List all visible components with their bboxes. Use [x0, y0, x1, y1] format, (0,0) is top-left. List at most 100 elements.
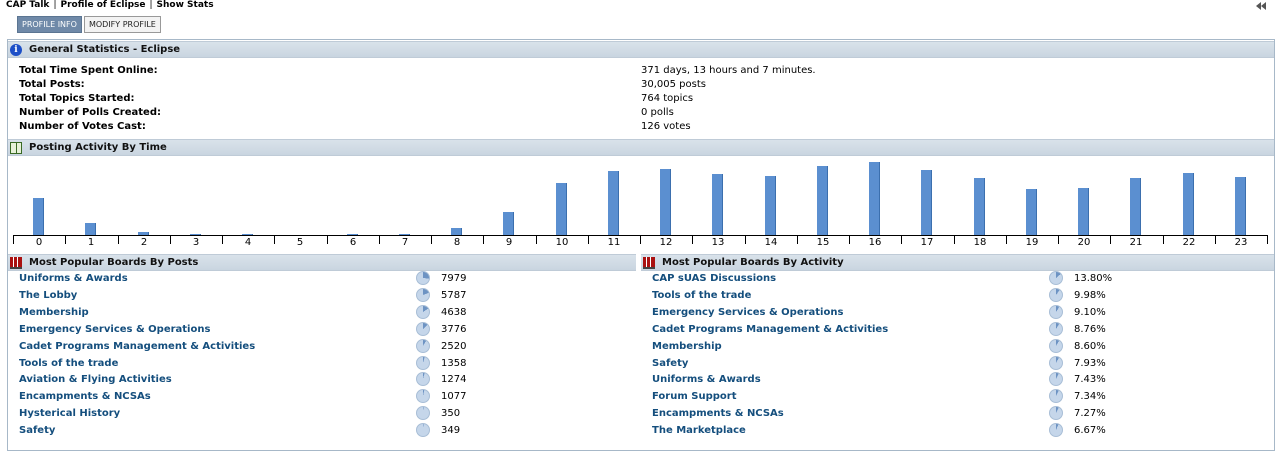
- stat-label: Total Topics Started:: [19, 93, 135, 104]
- chart-bar: [556, 183, 567, 235]
- chart-tick: [588, 235, 589, 244]
- profile-tabs: PROFILE INFO MODIFY PROFILE: [17, 16, 161, 33]
- board-value: 350: [441, 408, 461, 420]
- board-row: Cadet Programs Management & Activities 25…: [19, 338, 619, 355]
- activity-chart: 0 1 2 3 4 5 6 7 8 9 10 11 12 13 14 15 16 17 18 19 20 21 22 23: [13, 158, 1268, 250]
- tab-profile-info[interactable]: PROFILE INFO: [17, 16, 82, 33]
- chart-hour-label: 8: [453, 237, 461, 248]
- chart-bar: [608, 171, 619, 235]
- chart-hour-label: 1: [87, 237, 95, 248]
- chart-bar: [347, 234, 358, 235]
- chart-bar: [921, 170, 932, 235]
- board-value: 7.43%: [1074, 374, 1106, 386]
- board-value: 7979: [441, 273, 467, 284]
- collapse-sidebar-icon[interactable]: [1256, 2, 1268, 12]
- board-link[interactable]: Membership: [19, 306, 89, 318]
- chart-hour-label: 6: [349, 237, 357, 248]
- share-pie-icon: [1049, 423, 1063, 438]
- chart-tick: [222, 235, 223, 244]
- stat-value-time-online: 371 days, 13 hours and 7 minutes.: [641, 65, 816, 76]
- share-pie-icon: [416, 287, 430, 302]
- chart-hour-label: 7: [401, 237, 409, 248]
- stat-row-votes: Number of Votes Cast:: [19, 120, 146, 134]
- activity-header: Posting Activity By Time: [8, 139, 1274, 156]
- chart-tick: [483, 235, 484, 244]
- chart-hour-label: 22: [1182, 237, 1196, 248]
- board-link[interactable]: Aviation & Flying Activities: [19, 374, 172, 386]
- boards-by-activity-title: Most Popular Boards By Activity: [662, 257, 844, 268]
- chart-hour-label: 18: [973, 237, 987, 248]
- share-pie-icon: [1049, 372, 1063, 387]
- stat-label: Total Time Spent Online:: [19, 65, 158, 76]
- chart-bar: [660, 169, 671, 235]
- board-link[interactable]: CAP sUAS Discussions: [652, 273, 777, 284]
- chart-tick: [327, 235, 328, 244]
- board-row: Emergency Services & Operations 3776: [19, 321, 619, 338]
- tab-modify-profile[interactable]: MODIFY PROFILE: [83, 16, 161, 33]
- board-link[interactable]: Membership: [652, 340, 722, 352]
- board-row: The Lobby 5787: [19, 287, 619, 304]
- chart-bar: [1235, 177, 1246, 235]
- board-value: 1274: [441, 374, 467, 386]
- breadcrumb: CAP Talk | Profile of Eclipse | Show Stats: [6, 0, 214, 12]
- board-link[interactable]: Encampments & NCSAs: [19, 391, 151, 403]
- breadcrumb-separator: |: [149, 0, 153, 10]
- board-link[interactable]: Encampments & NCSAs: [652, 408, 784, 420]
- board-link[interactable]: Hysterical History: [19, 408, 121, 420]
- share-pie-icon: [1049, 389, 1063, 404]
- breadcrumb-link-profile[interactable]: Profile of Eclipse: [60, 0, 146, 10]
- share-pie-icon: [1049, 321, 1063, 336]
- chart-bar: [451, 228, 462, 235]
- info-icon: i: [10, 44, 22, 56]
- board-link[interactable]: Safety: [652, 357, 689, 369]
- general-stats-title: General Statistics - Eclipse: [29, 44, 181, 55]
- chart-bar: [765, 176, 776, 235]
- chart-hour-label: 19: [1025, 237, 1039, 248]
- chart-bar: [33, 198, 44, 235]
- board-value: 8.76%: [1074, 323, 1106, 335]
- share-pie-icon: [416, 338, 430, 353]
- board-row: Uniforms & Awards 7.43%: [652, 371, 1252, 388]
- board-link[interactable]: Uniforms & Awards: [19, 273, 128, 284]
- board-link[interactable]: Safety: [19, 425, 56, 437]
- chart-hour-label: 11: [607, 237, 621, 248]
- chart-hour-label: 15: [816, 237, 830, 248]
- books-icon: [10, 257, 22, 269]
- board-value: 13.80%: [1074, 273, 1113, 284]
- board-link[interactable]: The Lobby: [19, 289, 78, 301]
- board-row: Emergency Services & Operations 9.10%: [652, 304, 1252, 321]
- board-link[interactable]: Cadet Programs Management & Activities: [19, 340, 256, 352]
- share-pie-icon: [1049, 355, 1063, 370]
- board-row: Encampments & NCSAs 1077: [19, 388, 619, 405]
- chart-bar: [712, 174, 723, 235]
- board-row: Encampments & NCSAs 7.27%: [652, 405, 1252, 422]
- share-pie-icon: [1049, 287, 1063, 302]
- board-link[interactable]: Cadet Programs Management & Activities: [652, 323, 889, 335]
- board-row: Uniforms & Awards 7979: [19, 270, 619, 287]
- board-row: Aviation & Flying Activities 1274: [19, 371, 619, 388]
- board-value: 9.10%: [1074, 306, 1106, 318]
- board-row: Membership 4638: [19, 304, 619, 321]
- board-link[interactable]: Uniforms & Awards: [652, 374, 761, 386]
- share-pie-icon: [416, 406, 430, 421]
- chart-tick: [1110, 235, 1111, 244]
- board-link[interactable]: Emergency Services & Operations: [652, 306, 844, 318]
- board-link[interactable]: Tools of the trade: [19, 357, 119, 369]
- stats-panel: i General Statistics - Eclipse Total Tim…: [7, 39, 1275, 451]
- board-value: 1358: [441, 357, 467, 369]
- chart-hour-label: 17: [920, 237, 934, 248]
- breadcrumb-current[interactable]: Show Stats: [156, 0, 214, 10]
- stat-value-total-posts: 30,005 posts: [641, 79, 706, 90]
- stat-label: Total Posts:: [19, 79, 85, 90]
- board-row: Cadet Programs Management & Activities 8.…: [652, 321, 1252, 338]
- board-link[interactable]: Tools of the trade: [652, 289, 752, 301]
- breadcrumb-link-cap-talk[interactable]: CAP Talk: [6, 0, 50, 10]
- share-pie-icon: [416, 423, 430, 438]
- board-link[interactable]: Emergency Services & Operations: [19, 323, 211, 335]
- chart-bar: [869, 162, 880, 235]
- board-link[interactable]: The Marketplace: [652, 425, 746, 437]
- board-link[interactable]: Forum Support: [652, 391, 737, 403]
- share-pie-icon: [416, 304, 430, 319]
- chart-bar: [817, 166, 828, 235]
- chart-bar: [1183, 173, 1194, 235]
